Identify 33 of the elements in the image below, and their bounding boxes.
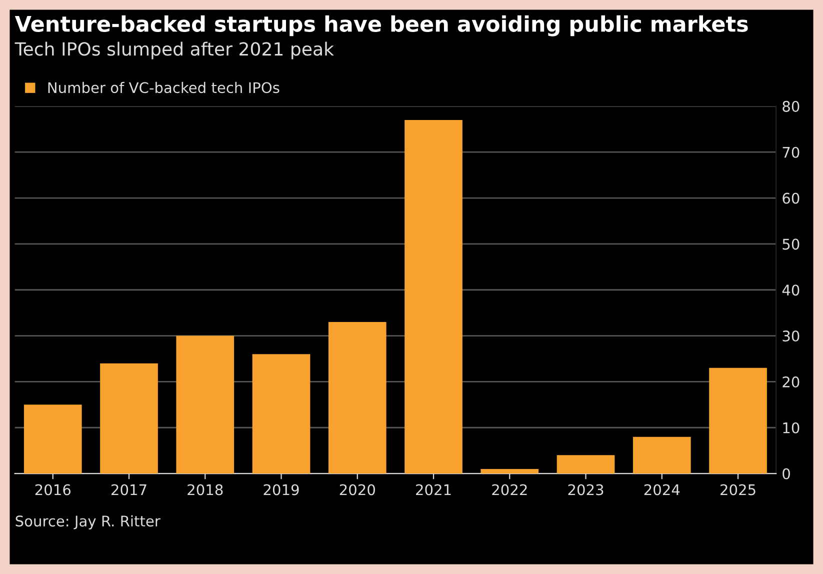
y-tick-label: 60 (782, 192, 800, 204)
x-tick-label: 2018 (188, 484, 223, 496)
x-tick-label: 2021 (416, 484, 451, 496)
x-tick-label: 2024 (644, 484, 680, 496)
legend-label: Number of VC-backed tech IPOs (48, 82, 280, 94)
x-tick-label: 2020 (340, 484, 375, 496)
x-tick-label: 2023 (568, 484, 604, 496)
bar (24, 404, 82, 474)
chart-subtitle: Tech IPOs slumped after 2021 peak (14, 42, 334, 60)
y-tick-label: 10 (783, 422, 800, 434)
bar (556, 455, 615, 474)
y-tick-label: 20 (782, 376, 800, 388)
x-tick-label: 2025 (720, 484, 756, 496)
x-tick-label: 2022 (492, 484, 527, 496)
bar (328, 322, 386, 474)
bar (480, 468, 539, 474)
y-tick-label: 0 (782, 468, 790, 480)
x-tick-label: 2017 (112, 484, 146, 496)
y-tick-label: 30 (782, 330, 800, 342)
bar (709, 368, 767, 474)
chart-title: Venture-backed startups have been avoiding public markets (14, 15, 748, 36)
y-tick-label: 80 (782, 100, 800, 112)
bar (404, 120, 462, 474)
x-tick-label: 2016 (35, 484, 71, 496)
bar (100, 363, 158, 474)
source-note: Source: Jay R. Ritter (16, 515, 160, 530)
y-tick-label: 40 (782, 284, 800, 296)
y-tick-label: 70 (782, 146, 800, 158)
bar (632, 436, 691, 474)
y-tick-label: 50 (782, 238, 800, 250)
x-tick-label: 2019 (264, 484, 299, 496)
bar (252, 354, 310, 474)
bar (176, 336, 234, 474)
